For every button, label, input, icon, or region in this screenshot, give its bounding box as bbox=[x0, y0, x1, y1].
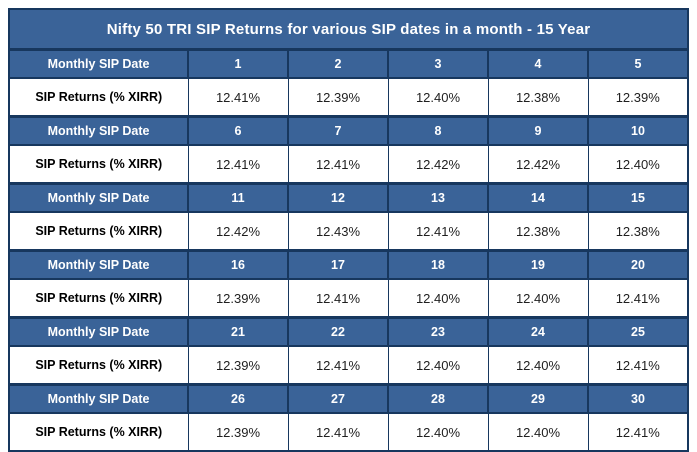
sip-date-cell: 6 bbox=[187, 116, 289, 146]
sip-date-cell: 20 bbox=[587, 250, 689, 280]
monthly-sip-date-label: Monthly SIP Date bbox=[8, 183, 189, 213]
sip-date-cell: 13 bbox=[387, 183, 489, 213]
sip-return-value: 12.38% bbox=[587, 212, 689, 252]
sip-return-value: 12.41% bbox=[287, 346, 389, 386]
sip-date-cell: 18 bbox=[387, 250, 489, 280]
sip-return-value: 12.39% bbox=[187, 346, 289, 386]
sip-return-value: 12.43% bbox=[287, 212, 389, 252]
sip-returns-label: SIP Returns (% XIRR) bbox=[8, 212, 189, 252]
sip-returns-label: SIP Returns (% XIRR) bbox=[8, 279, 189, 319]
sip-return-value: 12.42% bbox=[387, 145, 489, 185]
sip-return-value: 12.41% bbox=[387, 212, 489, 252]
sip-date-cell: 11 bbox=[187, 183, 289, 213]
monthly-sip-date-label: Monthly SIP Date bbox=[8, 317, 189, 347]
sip-returns-row: SIP Returns (% XIRR) 12.39% 12.41% 12.40… bbox=[8, 346, 689, 386]
sip-return-value: 12.39% bbox=[187, 279, 289, 319]
sip-return-value: 12.41% bbox=[187, 145, 289, 185]
sip-date-cell: 30 bbox=[587, 384, 689, 414]
sip-date-cell: 17 bbox=[287, 250, 389, 280]
sip-date-header-row: Monthly SIP Date 16 17 18 19 20 bbox=[8, 250, 689, 280]
sip-returns-label: SIP Returns (% XIRR) bbox=[8, 145, 189, 185]
sip-return-value: 12.39% bbox=[187, 413, 289, 452]
sip-date-cell: 2 bbox=[287, 49, 389, 79]
sip-date-header-row: Monthly SIP Date 21 22 23 24 25 bbox=[8, 317, 689, 347]
sip-date-cell: 16 bbox=[187, 250, 289, 280]
sip-return-value: 12.38% bbox=[487, 78, 589, 118]
sip-date-cell: 26 bbox=[187, 384, 289, 414]
sip-date-cell: 14 bbox=[487, 183, 589, 213]
sip-date-header-row: Monthly SIP Date 11 12 13 14 15 bbox=[8, 183, 689, 213]
sip-returns-label: SIP Returns (% XIRR) bbox=[8, 413, 189, 452]
sip-return-value: 12.42% bbox=[187, 212, 289, 252]
sip-return-value: 12.40% bbox=[387, 279, 489, 319]
sip-return-value: 12.40% bbox=[387, 346, 489, 386]
monthly-sip-date-label: Monthly SIP Date bbox=[8, 116, 189, 146]
sip-date-header-row: Monthly SIP Date 6 7 8 9 10 bbox=[8, 116, 689, 146]
sip-date-cell: 15 bbox=[587, 183, 689, 213]
sip-returns-row: SIP Returns (% XIRR) 12.41% 12.41% 12.42… bbox=[8, 145, 689, 185]
sip-return-value: 12.41% bbox=[587, 346, 689, 386]
sip-return-value: 12.41% bbox=[187, 78, 289, 118]
sip-return-value: 12.40% bbox=[387, 78, 489, 118]
sip-return-value: 12.38% bbox=[487, 212, 589, 252]
sip-return-value: 12.39% bbox=[587, 78, 689, 118]
sip-date-header-row: Monthly SIP Date 1 2 3 4 5 bbox=[8, 49, 689, 79]
sip-return-value: 12.42% bbox=[487, 145, 589, 185]
sip-date-cell: 24 bbox=[487, 317, 589, 347]
sip-date-cell: 3 bbox=[387, 49, 489, 79]
sip-date-cell: 27 bbox=[287, 384, 389, 414]
sip-returns-row: SIP Returns (% XIRR) 12.42% 12.43% 12.41… bbox=[8, 212, 689, 252]
sip-returns-row: SIP Returns (% XIRR) 12.39% 12.41% 12.40… bbox=[8, 413, 689, 452]
sip-returns-label: SIP Returns (% XIRR) bbox=[8, 78, 189, 118]
sip-returns-row: SIP Returns (% XIRR) 12.41% 12.39% 12.40… bbox=[8, 78, 689, 118]
sip-date-cell: 10 bbox=[587, 116, 689, 146]
table-title: Nifty 50 TRI SIP Returns for various SIP… bbox=[9, 9, 688, 51]
monthly-sip-date-label: Monthly SIP Date bbox=[8, 49, 189, 79]
sip-date-cell: 12 bbox=[287, 183, 389, 213]
sip-date-cell: 21 bbox=[187, 317, 289, 347]
sip-date-cell: 22 bbox=[287, 317, 389, 347]
sip-date-cell: 5 bbox=[587, 49, 689, 79]
sip-return-value: 12.41% bbox=[287, 279, 389, 319]
sip-date-header-row: Monthly SIP Date 26 27 28 29 30 bbox=[8, 384, 689, 414]
sip-return-value: 12.41% bbox=[287, 413, 389, 452]
sip-date-cell: 29 bbox=[487, 384, 589, 414]
sip-return-value: 12.39% bbox=[287, 78, 389, 118]
sip-date-cell: 25 bbox=[587, 317, 689, 347]
sip-returns-table: Nifty 50 TRI SIP Returns for various SIP… bbox=[8, 8, 689, 452]
sip-date-cell: 19 bbox=[487, 250, 589, 280]
sip-return-value: 12.40% bbox=[487, 279, 589, 319]
sip-date-cell: 28 bbox=[387, 384, 489, 414]
sip-date-cell: 8 bbox=[387, 116, 489, 146]
sip-date-cell: 1 bbox=[187, 49, 289, 79]
sip-date-cell: 23 bbox=[387, 317, 489, 347]
monthly-sip-date-label: Monthly SIP Date bbox=[8, 250, 189, 280]
sip-date-cell: 7 bbox=[287, 116, 389, 146]
sip-return-value: 12.40% bbox=[387, 413, 489, 452]
sip-date-cell: 9 bbox=[487, 116, 589, 146]
sip-return-value: 12.40% bbox=[487, 413, 589, 452]
title-row: Nifty 50 TRI SIP Returns for various SIP… bbox=[9, 9, 688, 51]
monthly-sip-date-label: Monthly SIP Date bbox=[8, 384, 189, 414]
sip-return-value: 12.41% bbox=[287, 145, 389, 185]
sip-return-value: 12.41% bbox=[587, 413, 689, 452]
sip-returns-row: SIP Returns (% XIRR) 12.39% 12.41% 12.40… bbox=[8, 279, 689, 319]
sip-return-value: 12.41% bbox=[587, 279, 689, 319]
sip-return-value: 12.40% bbox=[587, 145, 689, 185]
sip-returns-label: SIP Returns (% XIRR) bbox=[8, 346, 189, 386]
sip-return-value: 12.40% bbox=[487, 346, 589, 386]
sip-date-cell: 4 bbox=[487, 49, 589, 79]
